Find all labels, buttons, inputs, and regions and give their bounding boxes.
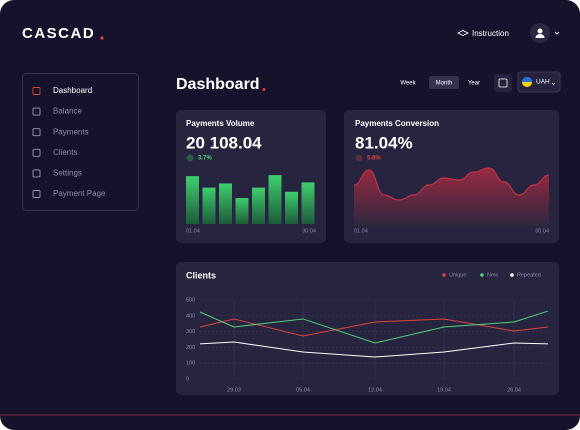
menu-icon — [32, 128, 41, 137]
x-label: 01.04 — [186, 228, 200, 234]
card-title: Clients — [186, 270, 216, 280]
period-tab[interactable]: Week — [400, 81, 416, 87]
x-label: 30.04 — [535, 228, 549, 234]
period-tab[interactable]: Month — [436, 81, 453, 87]
y-tick-label: 400 — [186, 313, 195, 319]
card-value: 20 108.04 — [186, 133, 262, 152]
title-dot — [262, 88, 266, 91]
area-line — [353, 167, 550, 201]
area — [354, 168, 549, 226]
bar — [285, 191, 298, 224]
instruction-link[interactable]: Instruction — [472, 29, 509, 38]
legend-dot — [442, 273, 446, 277]
bar — [186, 176, 199, 224]
down-icon — [355, 154, 363, 162]
avatar-body — [535, 34, 545, 38]
menu-item[interactable]: Payment Page — [53, 189, 106, 198]
currency-select[interactable] — [517, 71, 561, 93]
x-tick-label: 26.04 — [507, 387, 521, 393]
menu-item[interactable]: Dashboard — [53, 86, 92, 95]
calendar-icon — [498, 78, 508, 88]
sidebar — [22, 73, 139, 211]
sidebar-items: Dashboard Balance Payments Clients Settings P… — [32, 86, 106, 198]
y-tick-label: 500 — [186, 297, 195, 303]
clients-card — [176, 262, 559, 395]
card-title: Payments Volume — [186, 119, 255, 128]
x-tick-label: 05.04 — [296, 387, 310, 393]
y-tick-label: 200 — [186, 345, 195, 351]
x-tick-label: 19.04 — [437, 387, 451, 393]
active-tab — [429, 76, 459, 89]
period-tabs: Week Month Year — [400, 76, 480, 89]
legend-dot — [510, 273, 514, 277]
legend-label: New — [487, 272, 498, 278]
legend-label: Unique — [449, 272, 466, 278]
calendar-button[interactable] — [494, 74, 512, 92]
x-tick-label: 29.03 — [227, 387, 241, 393]
x-label: 01.04 — [354, 228, 368, 234]
page-title: Dashboard — [176, 76, 260, 93]
bar — [252, 187, 265, 224]
card-change: 5.8% — [367, 156, 381, 162]
legend-label: Repeated — [517, 272, 541, 278]
menu-icon — [32, 87, 41, 95]
up-icon — [186, 154, 194, 162]
series-line — [199, 341, 549, 358]
currency-caret — [551, 82, 556, 85]
y-tick-label: 100 — [186, 361, 195, 367]
charts: 0 100 200 300 400 500 29.03 05.04 12.04 19.04 26.0… — [186, 167, 550, 393]
card-title: Payments Conversion — [355, 119, 439, 128]
logo: CASCAD — [22, 25, 95, 42]
card-change: 3.7% — [198, 156, 212, 162]
x-tick-label: 12.04 — [368, 387, 382, 393]
menu-item[interactable]: Clients — [53, 148, 77, 157]
menu-icon — [32, 107, 41, 116]
y-tick-label: 0 — [186, 376, 189, 382]
flag-top — [522, 77, 532, 82]
bar — [219, 183, 232, 224]
x-label: 30.04 — [302, 228, 316, 234]
menu-icon — [32, 190, 41, 198]
menu-icon — [32, 169, 41, 178]
bar — [235, 198, 249, 224]
menu-item[interactable]: Payments — [53, 127, 89, 136]
period-tab[interactable]: Year — [468, 81, 480, 87]
series-line — [199, 318, 549, 337]
bar — [202, 187, 216, 224]
menu-item[interactable]: Settings — [53, 169, 82, 178]
bar — [268, 175, 282, 224]
menu-icon — [32, 148, 41, 157]
logo-dot — [100, 36, 104, 40]
card-value: 81.04% — [355, 133, 413, 152]
legend-dot — [480, 273, 484, 277]
series-line — [199, 310, 549, 344]
y-tick-label: 300 — [186, 329, 195, 335]
currency: UAH — [536, 79, 550, 86]
menu-item[interactable]: Balance — [53, 107, 82, 116]
avatar-head — [537, 28, 543, 34]
instruction-icon — [456, 29, 470, 37]
bar — [301, 182, 315, 224]
avatar-caret — [554, 31, 560, 35]
